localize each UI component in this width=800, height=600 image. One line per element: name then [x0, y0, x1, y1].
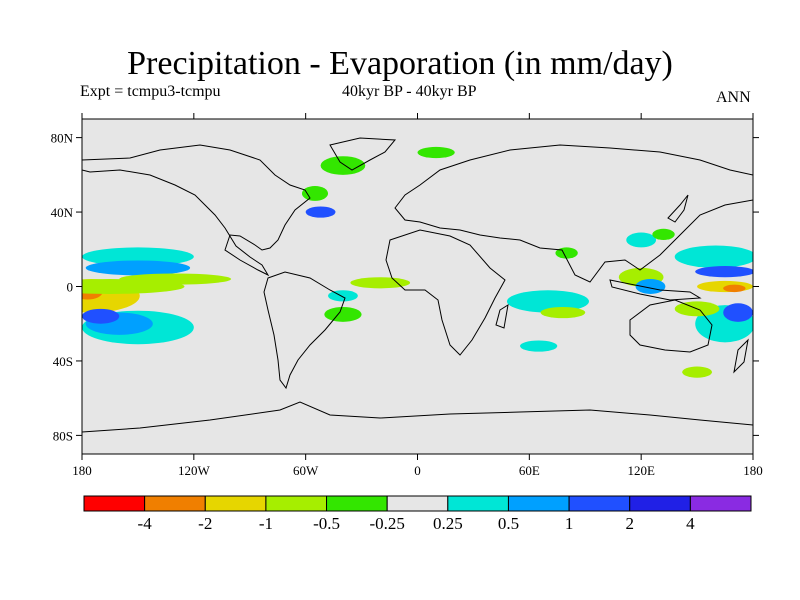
colorbar-swatch: [144, 495, 206, 512]
latitude-axis: 80N 40N 0 40S 80S: [51, 131, 759, 443]
field-region-indian-green: [540, 306, 586, 319]
map-title: Precipitation - Evaporation (in mm/day): [127, 45, 673, 82]
lon-tick-label: 120E: [627, 463, 655, 478]
coast-north-america: [82, 144, 311, 277]
colorbar-label: 0.5: [498, 514, 519, 533]
field-region-atlantic-north-blue: [305, 206, 336, 218]
colorbar-labels: -4 -2 -1 -0.5 -0.25 0.25 0.5 1 2 4: [138, 514, 696, 533]
coast-greenland: [329, 137, 397, 171]
field-region-westpac-orange: [723, 284, 746, 293]
coast-australia: [629, 299, 713, 353]
colorbar-swatch: [447, 495, 509, 512]
coast-eurasia: [394, 144, 753, 283]
coast-japan: [667, 194, 689, 223]
colorbar-swatch: [265, 495, 328, 512]
experiment-label: Expt = tcmpu3-tcmpu: [80, 83, 221, 100]
colorbar-swatch: [568, 495, 631, 512]
field-region-pacific-north-blue: [85, 260, 191, 276]
colorbar-swatch: [507, 495, 570, 512]
field-region-greenland-green: [320, 156, 366, 175]
coast-indonesia: [609, 279, 702, 301]
colorbar-swatch: [386, 495, 449, 512]
longitude-axis: 180 120W 60W 0 60E 120E 180: [72, 113, 763, 478]
field-region-indian-cyan: [506, 290, 589, 313]
colorbar-label: 1: [565, 514, 574, 533]
lat-tick-label: 40N: [51, 205, 74, 220]
field-region-atlantic-itcz-green: [350, 277, 411, 289]
field-region-spcz-blue: [723, 303, 753, 322]
lon-tick-label: 60E: [519, 463, 540, 478]
lat-tick-label: 0: [67, 280, 74, 295]
season-label: ANN: [716, 89, 751, 106]
colorbar-swatch: [326, 495, 388, 512]
colorbar-swatch: [204, 495, 267, 512]
field-region-south-pac-green: [682, 366, 712, 378]
lon-tick-label: 120W: [178, 463, 211, 478]
colorbar: [83, 495, 752, 512]
coast-new-zealand: [733, 338, 749, 374]
lat-tick-label: 80N: [51, 131, 74, 146]
field-region-japan-green: [652, 228, 675, 240]
precip-evap-field: [82, 146, 753, 378]
coast-south-america: [263, 271, 346, 390]
colorbar-label: -0.5: [313, 514, 340, 533]
field-region-indian-south-cyan: [520, 340, 558, 352]
colorbar-swatch: [629, 495, 691, 512]
field-region-westpac-blue: [695, 266, 753, 278]
lon-tick-label: 60W: [293, 463, 319, 478]
coast-madagascar: [495, 303, 509, 329]
colorbar-swatch: [83, 495, 146, 512]
field-region-china-cyan: [626, 232, 657, 248]
coast-africa: [385, 229, 506, 356]
coastlines: [82, 137, 753, 433]
colorbar-label: -4: [138, 514, 153, 533]
colorbar-label: -2: [198, 514, 212, 533]
field-region-arctic-green: [417, 146, 455, 159]
field-region-pacific-itcz-green: [119, 273, 232, 285]
lon-tick-label: 0: [414, 463, 421, 478]
lon-tick-label: 180: [743, 463, 763, 478]
field-region-india-green: [555, 247, 578, 259]
field-region-westpac-cyan: [674, 245, 753, 268]
field-region-pacific-south-darkblue: [82, 308, 120, 324]
period-label: 40kyr BP - 40kyr BP: [342, 83, 477, 100]
field-region-pacific-north-cyan: [82, 247, 194, 267]
field-region-brazil-green: [324, 306, 362, 322]
colorbar-label: -0.25: [369, 514, 404, 533]
colorbar-label: 2: [625, 514, 634, 533]
field-region-maritime-blue: [635, 279, 666, 294]
colorbar-label: -1: [259, 514, 273, 533]
lat-tick-label: 40S: [53, 354, 73, 369]
coast-antarctica: [82, 401, 753, 433]
field-region-atlantic-north-green: [301, 186, 329, 201]
colorbar-swatch: [689, 495, 752, 512]
colorbar-label: 4: [686, 514, 695, 533]
lat-tick-label: 80S: [53, 428, 73, 443]
colorbar-label: 0.25: [433, 514, 463, 533]
lon-tick-label: 180: [72, 463, 92, 478]
